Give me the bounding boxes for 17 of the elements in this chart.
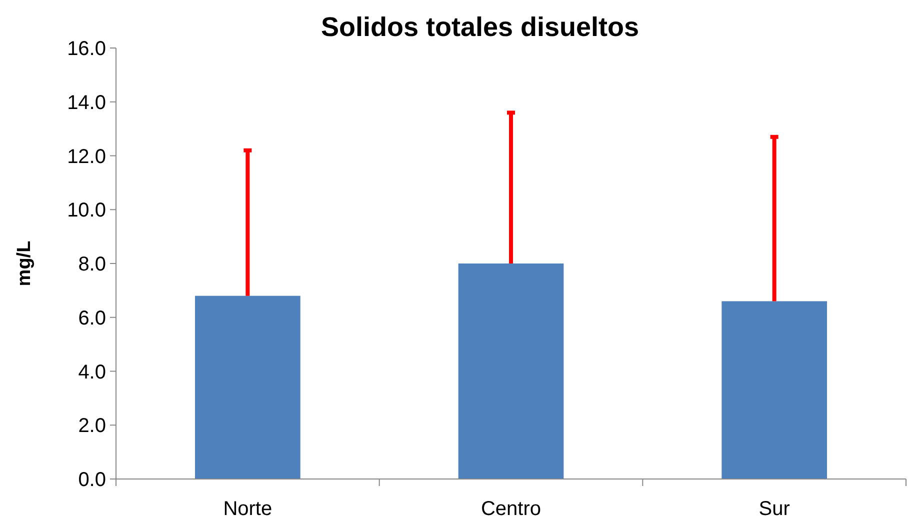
y-tick-label: 0.0: [78, 469, 106, 491]
y-tick-label: 14.0: [67, 92, 106, 114]
bar: [722, 301, 827, 479]
y-tick-label: 8.0: [78, 254, 106, 276]
y-tick-label: 16.0: [67, 38, 106, 60]
y-axis-title: mg/L: [14, 240, 35, 286]
y-tick-label: 2.0: [78, 415, 106, 438]
y-tick-label: 12.0: [67, 146, 106, 168]
x-tick-label: Centro: [480, 498, 542, 520]
y-tick-label: 6.0: [78, 307, 106, 330]
chart-title: Solidos totales disueltos: [320, 12, 640, 42]
bar: [195, 296, 300, 479]
bar: [458, 264, 564, 479]
x-tick-label: Norte: [223, 498, 272, 520]
y-tick-label: 4.0: [78, 361, 106, 384]
y-tick-label: 10.0: [67, 200, 106, 222]
x-tick-label: Sur: [758, 498, 790, 520]
